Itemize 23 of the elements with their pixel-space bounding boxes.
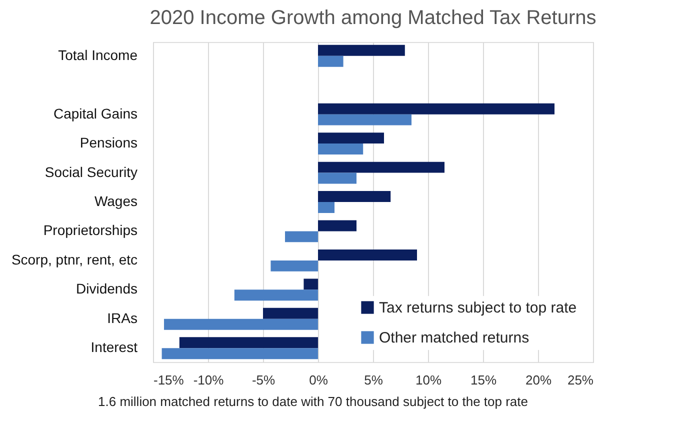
chart-title: 2020 Income Growth among Matched Tax Returns xyxy=(150,7,596,29)
legend-label: Tax returns subject to top rate xyxy=(379,300,577,316)
y-tick-label: Social Security xyxy=(44,164,138,180)
y-tick-label: Proprietorships xyxy=(43,222,138,238)
y-tick-label: Total Income xyxy=(58,46,138,63)
y-tick-label: IRAs xyxy=(107,310,138,326)
x-tick-label: 10% xyxy=(415,372,442,388)
x-tick-label: 5% xyxy=(364,372,384,388)
x-tick-label: 20% xyxy=(525,372,552,388)
y-tick-label: Dividends xyxy=(76,280,138,297)
text: 1.6 million matched returns to date with 70 thousand subject to the top rate xyxy=(98,394,528,409)
x-tick-label: 0% xyxy=(309,372,328,388)
x-tick-label: -15% xyxy=(154,372,184,388)
y-tick-label: Capital Gains xyxy=(53,105,138,122)
legend-label: Other matched returns xyxy=(379,330,530,346)
x-tick-label: 15% xyxy=(470,372,497,388)
y-tick-label: Scorp, ptnr, rent, etc xyxy=(11,251,138,268)
x-tick-label: -5% xyxy=(252,372,276,388)
y-tick-label: Wages xyxy=(94,193,138,209)
y-tick-label: Pensions xyxy=(80,134,138,151)
x-tick-label: 25% xyxy=(567,372,594,388)
x-tick-label: -10% xyxy=(193,372,224,388)
y-tick-label: Interest xyxy=(90,339,138,356)
